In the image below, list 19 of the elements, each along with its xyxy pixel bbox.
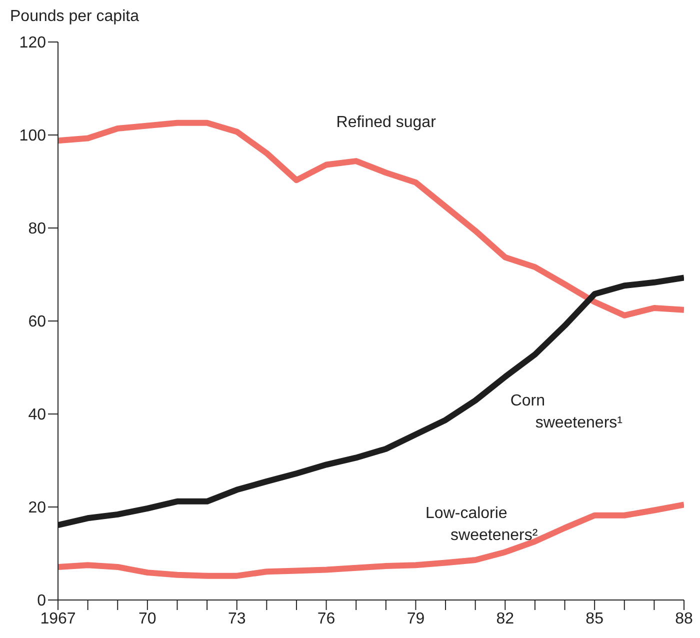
y-tick-label: 0 — [37, 592, 46, 610]
x-tick-label: 1967 — [40, 610, 76, 628]
x-tick-label: 73 — [228, 610, 246, 628]
x-tick-label: 70 — [138, 610, 156, 628]
y-tick-label: 40 — [28, 406, 46, 424]
y-tick-label: 20 — [28, 500, 46, 517]
x-tick-label: 88 — [675, 610, 693, 628]
x-tick-label: 82 — [496, 610, 514, 628]
x-tick-label: 79 — [406, 610, 425, 628]
x-tick-label: 76 — [317, 610, 336, 628]
y-tick-label: 120 — [19, 34, 46, 52]
y-tick-label: 80 — [28, 220, 46, 238]
x-tick-label: 85 — [586, 610, 604, 628]
y-axis-title: Pounds per capita — [10, 8, 139, 26]
series-label: Low-calorie sweeteners² — [426, 504, 538, 544]
y-tick-label: 60 — [28, 314, 46, 331]
series-label: Corn sweeteners¹ — [510, 392, 622, 432]
text: Refined sugar — [336, 114, 437, 131]
y-tick-label: 100 — [19, 128, 46, 145]
